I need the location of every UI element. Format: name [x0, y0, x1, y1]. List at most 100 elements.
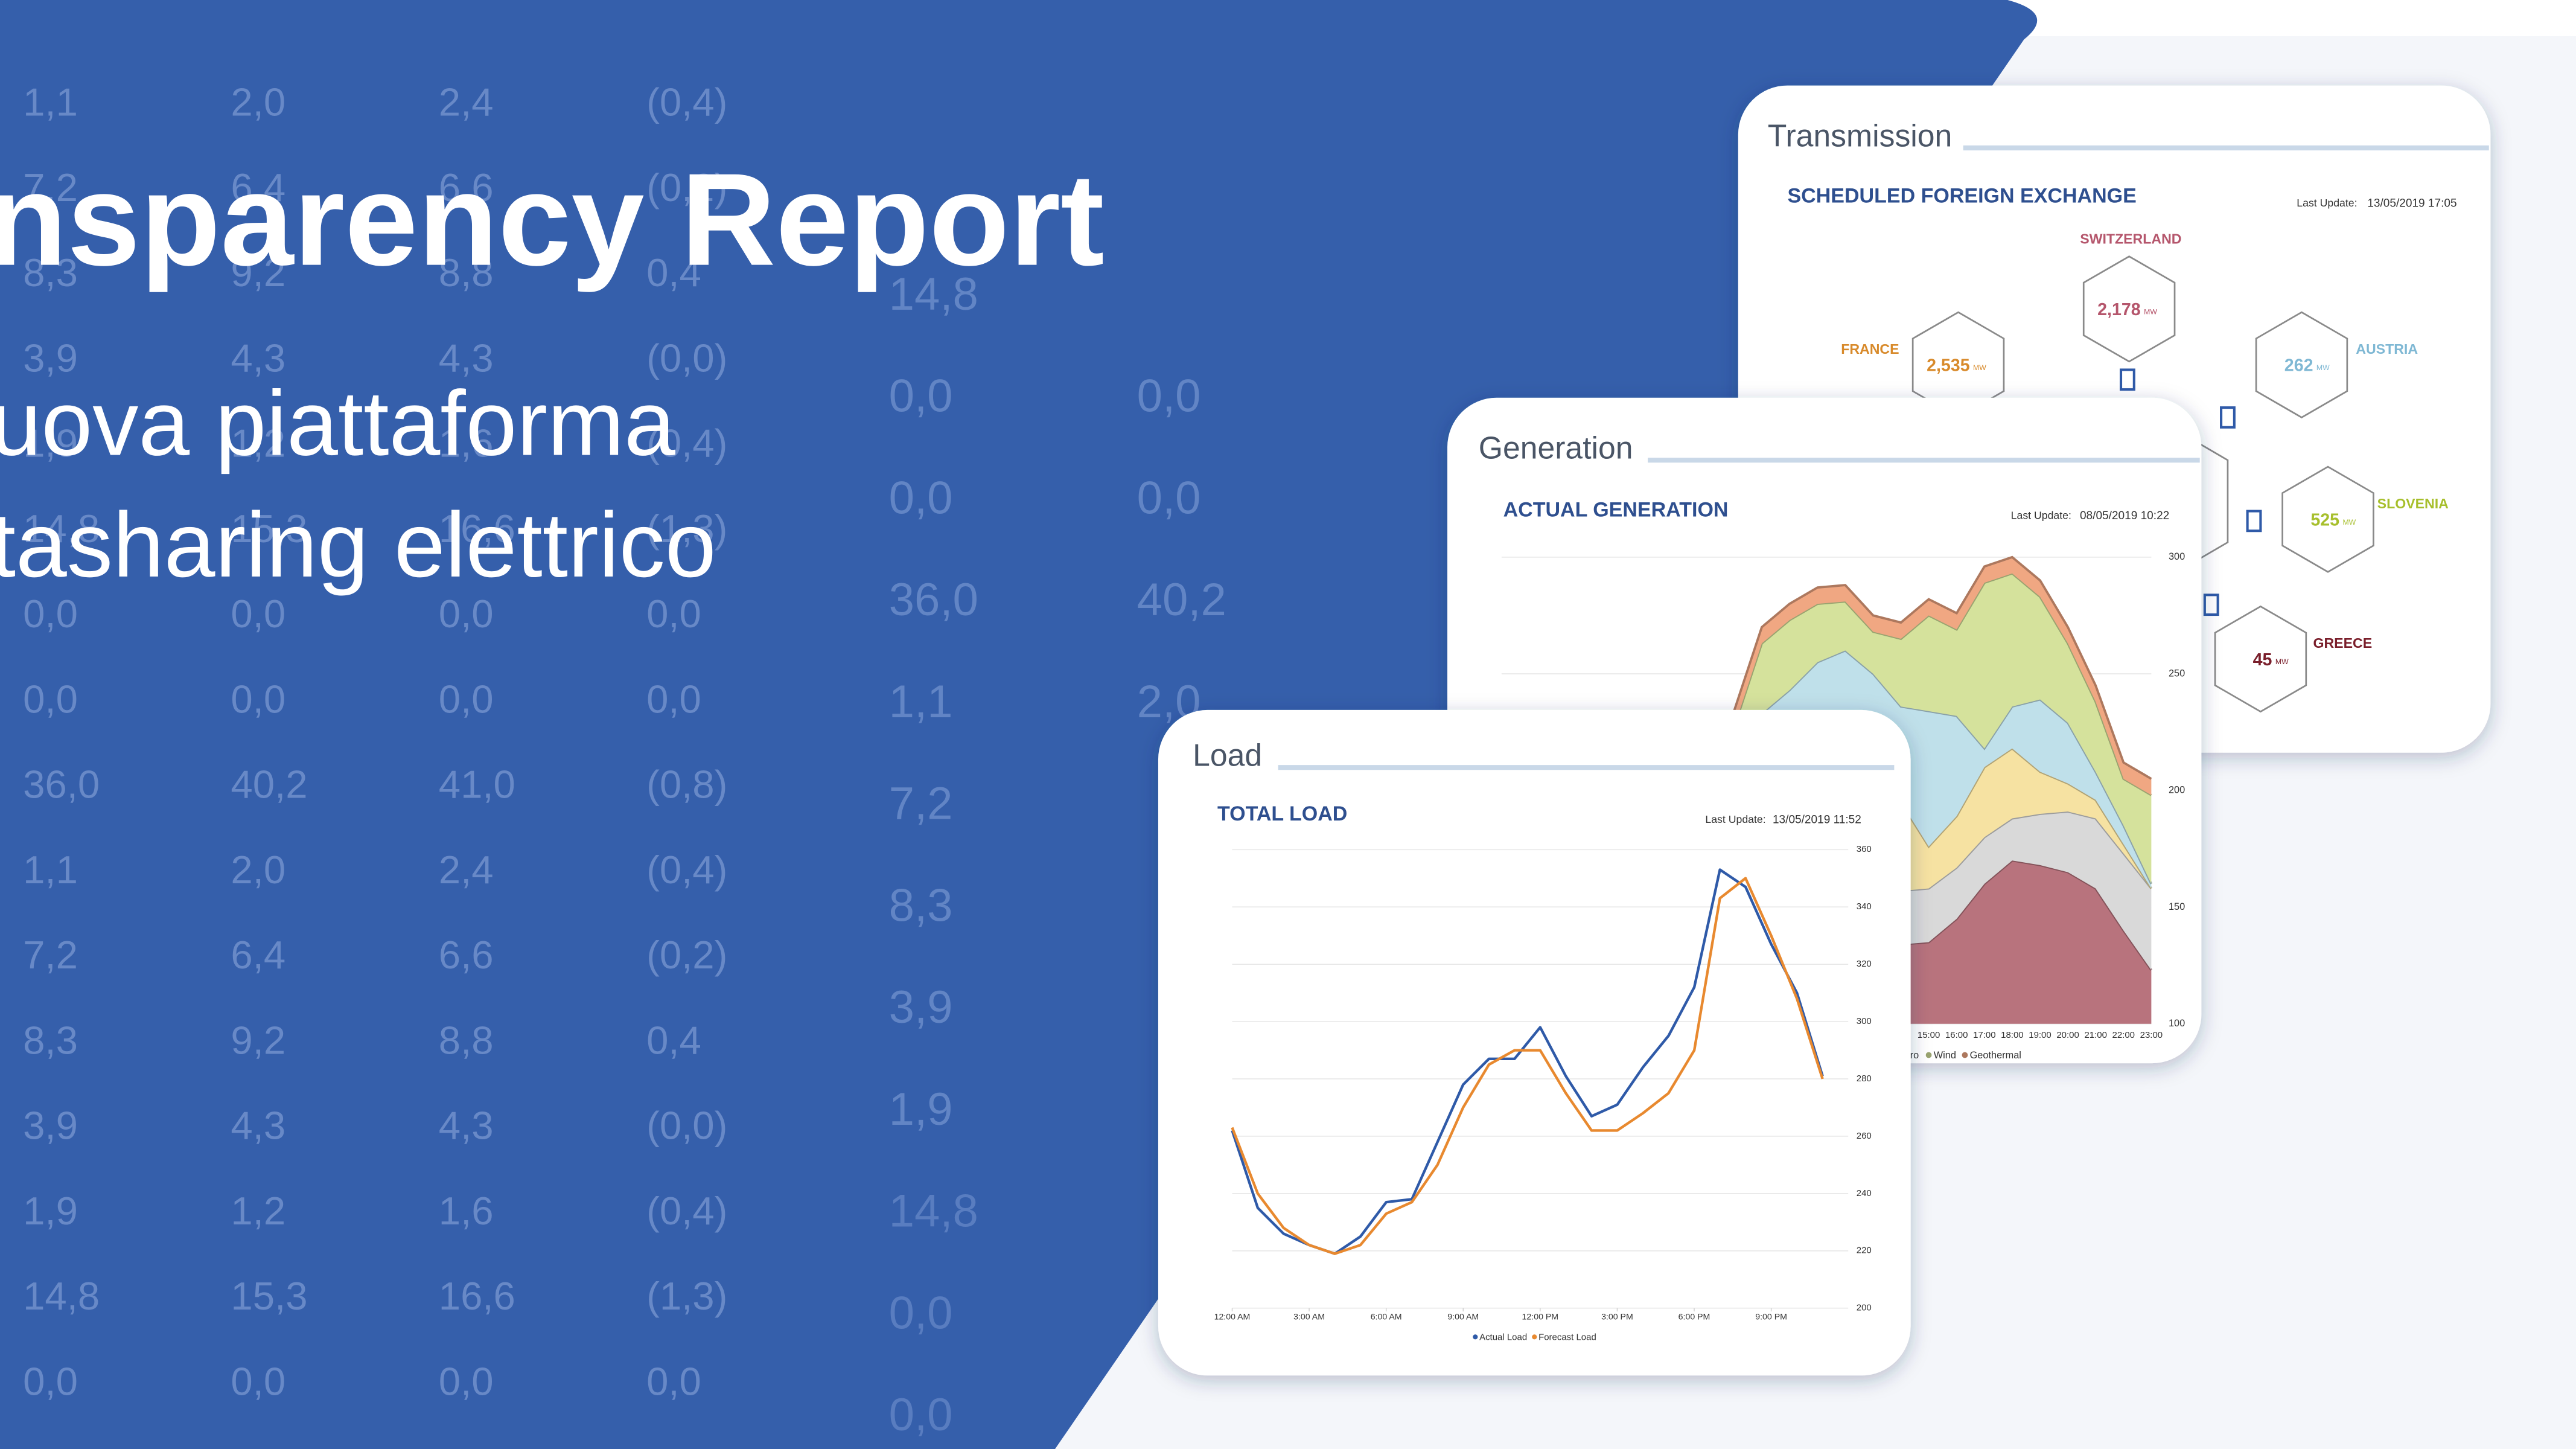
background-number: 7,2 [889, 778, 953, 830]
background-number: 6,4 [231, 933, 285, 977]
background-number: 1,2 [231, 1189, 285, 1233]
background-number: 15,3 [231, 507, 307, 551]
background-number: 3,9 [23, 336, 78, 380]
legend-swatch [1532, 1334, 1537, 1340]
background-number: 14,8 [889, 1186, 978, 1237]
hexagon [2255, 311, 2348, 418]
background-number: 1,6 [439, 421, 494, 465]
background-number: (0,4) [646, 80, 727, 124]
background-number: (0,4) [646, 1189, 727, 1233]
unit: MW [2316, 363, 2330, 372]
last-update-label: Last Update: [2011, 509, 2071, 521]
unit: MW [2275, 657, 2289, 666]
background-numbers: 1,1 2,0 2,4 (0,4) 7,2 6,4 6,6 (0,2) 8,3 9,2 8,8 0,4… [23, 80, 1226, 1441]
background-number: 0,0 [1137, 371, 1201, 422]
exchange-value: 525 [2310, 510, 2339, 529]
background-number: 16,6 [439, 1274, 515, 1318]
x-tick-label: 3:00 AM [1293, 1311, 1325, 1321]
background-number: 8,3 [23, 1018, 78, 1062]
background-number: (0,4) [646, 848, 727, 892]
background-number: 1,9 [889, 1084, 953, 1135]
background-number: 1,1 [23, 80, 78, 124]
background-number: 40,2 [231, 763, 307, 807]
y-tick-label: 240 [1857, 1188, 1872, 1198]
background-number: 8,8 [439, 251, 494, 295]
x-tick-label: 18:00 [2001, 1030, 2023, 1040]
background-number: 1,9 [23, 421, 78, 465]
y-tick-label: 340 [1857, 901, 1872, 912]
legend-swatch [1962, 1052, 1968, 1058]
background-number: 16,6 [439, 507, 515, 551]
legend-label: Wind [1934, 1050, 1956, 1061]
last-update: 13/05/2019 17:05 [2367, 197, 2456, 210]
background-number: (1,3) [646, 507, 727, 551]
background-number: 0,0 [231, 677, 285, 721]
connector [2203, 593, 2219, 616]
country-label: AUSTRIA [2356, 341, 2418, 357]
x-tick-label: 12:00 PM [1522, 1311, 1559, 1321]
background-number: 4,3 [231, 1104, 285, 1148]
x-tick-label: 3:00 PM [1601, 1311, 1633, 1321]
background-number: 4,3 [439, 1104, 494, 1148]
background-number: (0,0) [646, 1104, 727, 1148]
background-number: 41,0 [439, 763, 515, 807]
card-title: Load [1193, 738, 1262, 773]
background-number: 6,4 [231, 165, 285, 210]
country-label: SLOVENIA [2377, 496, 2449, 511]
background-number: 1,2 [231, 421, 285, 465]
x-tick-label: 22:00 [2112, 1030, 2135, 1040]
x-tick-label: 9:00 AM [1447, 1311, 1479, 1321]
background-number: (0,4) [646, 421, 727, 465]
background-number: 3,9 [23, 1104, 78, 1148]
background-number: 0,0 [646, 677, 701, 721]
background-number: 9,2 [231, 1018, 285, 1062]
y-tick-label: 320 [1857, 959, 1872, 969]
background-number: 14,8 [23, 507, 100, 551]
background-number: 6,6 [439, 933, 494, 977]
background-number: 1,6 [439, 1189, 494, 1233]
background-number: 0,0 [1137, 472, 1201, 523]
chart-title: ACTUAL GENERATION [1503, 499, 1729, 522]
background-number: 1,1 [889, 676, 953, 728]
exchange-value: 2,535 [1927, 356, 1970, 376]
background-number: 0,0 [439, 677, 494, 721]
background-number: 0,0 [231, 592, 285, 636]
x-tick-label: 17:00 [1973, 1030, 1995, 1040]
background-number: 0,0 [889, 1389, 953, 1441]
background-number: 15,3 [231, 1274, 307, 1318]
chart-title: SCHEDULED FOREIGN EXCHANGE [1787, 185, 2136, 208]
last-update: 13/05/2019 11:52 [1773, 813, 1861, 826]
legend-swatch [1925, 1052, 1932, 1058]
background-number: 8,3 [23, 251, 78, 295]
load-card: Load TOTAL LOAD Last Update: 13/05/2019 … [1158, 709, 1911, 1376]
y-tick-label: 200 [1857, 1303, 1872, 1313]
background-number: 36,0 [23, 763, 100, 807]
legend-label: ro [1910, 1050, 1919, 1061]
connector [2220, 406, 2236, 429]
last-update-label: Last Update: [1705, 813, 1765, 825]
connector [2246, 510, 2262, 533]
background-number: (1,3) [646, 1274, 727, 1318]
unit: MW [1973, 363, 1986, 372]
background-number: 0,0 [889, 472, 953, 523]
background-number: (0,2) [646, 933, 727, 977]
background-number: 8,8 [439, 1018, 494, 1062]
background-number: 36,0 [889, 574, 978, 625]
card-title: Generation [1479, 430, 1633, 465]
hexagon [2082, 255, 2176, 363]
legend-label: Forecast Load [1538, 1332, 1596, 1343]
background-number: 9,2 [231, 251, 285, 295]
card [1158, 709, 1911, 1376]
background-number: (0,8) [646, 763, 727, 807]
background-number: 2,0 [231, 848, 285, 892]
background-number: 14,8 [23, 1274, 100, 1318]
card-title: Transmission [1768, 118, 1953, 153]
x-tick-label: 12:00 AM [1214, 1311, 1251, 1321]
subtitle-line: uova piattaforma [0, 372, 675, 475]
x-tick-label: 23:00 [2140, 1030, 2163, 1040]
x-tick-label: 20:00 [2056, 1030, 2079, 1040]
background-number: 6,6 [439, 165, 494, 210]
subtitle-line: tasharing elettrico [0, 494, 716, 597]
